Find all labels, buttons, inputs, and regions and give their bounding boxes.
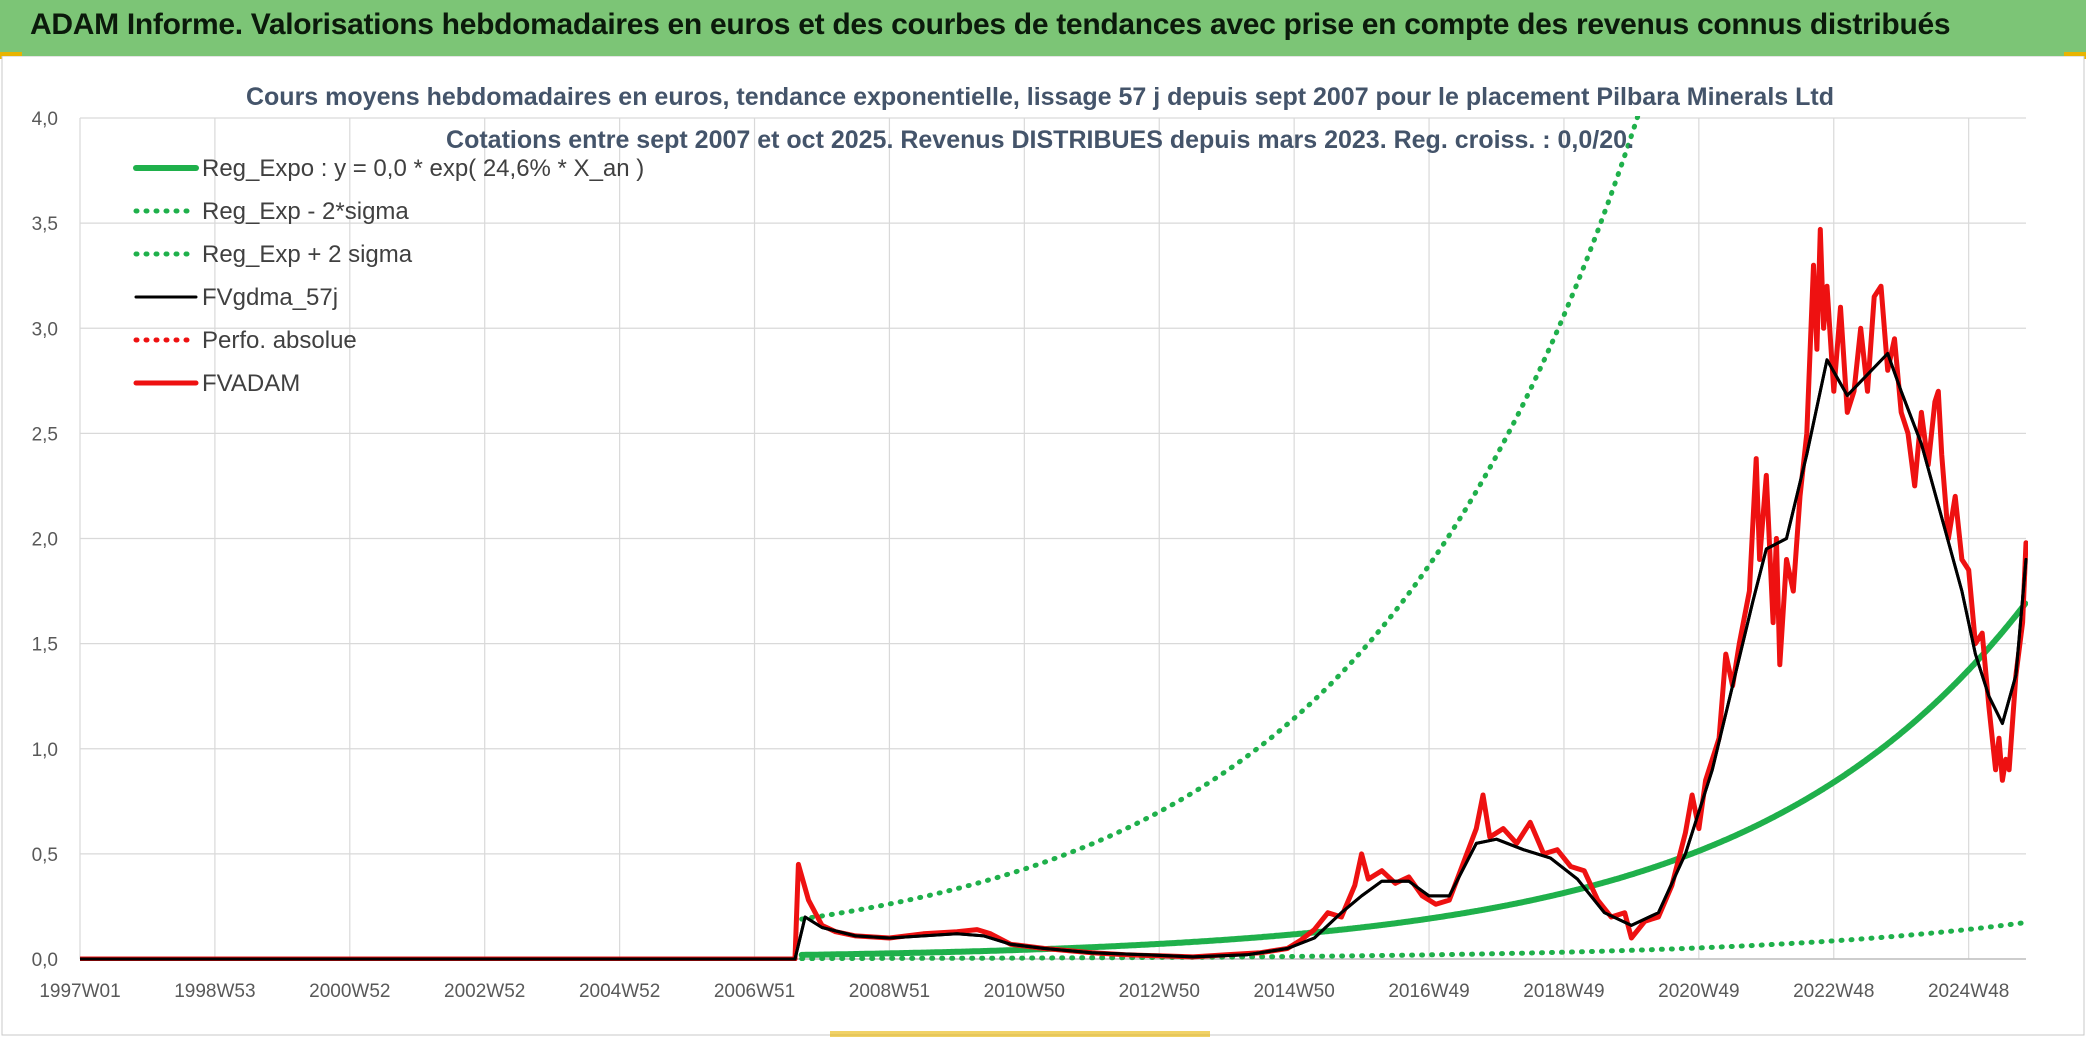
x-tick-label: 2018W49: [1523, 981, 1604, 1002]
legend-label: Reg_Exp - 2*sigma: [202, 198, 409, 225]
chart-title: Cours moyens hebdomadaires en euros, ten…: [246, 83, 1834, 111]
x-tick-label: 2006W51: [714, 981, 795, 1002]
y-tick-label: 4,0: [32, 109, 58, 130]
bottom-strip: [830, 1031, 1210, 1037]
y-tick-label: 2,5: [32, 424, 58, 445]
y-tick-label: 0,0: [32, 950, 58, 971]
y-axis-ticks: 0,0 0,5 1,0 1,5 2,0 2,5 3,0 3,5 4,0: [32, 109, 58, 971]
y-tick-label: 2,0: [32, 530, 58, 551]
series-line-1: [799, 920, 2028, 961]
y-tick-label: 3,5: [32, 214, 58, 235]
legend-label: Perfo. absolue: [202, 327, 357, 354]
x-tick-label: 2022W48: [1793, 981, 1874, 1002]
chart-area: [1, 55, 2085, 1036]
x-tick-label: 2020W49: [1658, 981, 1739, 1002]
legend-label: FVADAM: [202, 370, 300, 397]
page-title: ADAM Informe. Valorisations hebdomadaire…: [30, 8, 1951, 41]
x-tick-label: 2012W50: [1119, 981, 1200, 1002]
chart-frame: 0,0 0,5 1,0 1,5 2,0 2,5 3,0 3,5 4,0 1997W01 1998W…: [0, 55, 2086, 1037]
chart-subtitle: Cotations entre sept 2007 et oct 2025. R…: [446, 126, 1634, 154]
header-banner: ADAM Informe. Valorisations hebdomadaire…: [0, 0, 2086, 58]
y-tick-label: 3,0: [32, 319, 58, 340]
x-axis-ticks: 1997W01 1998W53 2000W52 2002W52 2004W52 2006W…: [39, 981, 2009, 1002]
chart: 0,0 0,5 1,0 1,5 2,0 2,5 3,0 3,5 4,0 1997W01 1998W…: [1, 55, 2085, 1036]
legend-label: FVgdma_57j: [202, 284, 338, 311]
chart-titles: Cours moyens hebdomadaires en euros, ten…: [246, 83, 1834, 154]
x-tick-label: 2000W52: [309, 981, 390, 1002]
legend-label: Reg_Exp + 2 sigma: [202, 241, 413, 268]
series-group: [80, 116, 2028, 961]
legend: Reg_Expo : y = 0,0 * exp( 24,6% * X_an )…: [133, 155, 644, 397]
x-tick-label: 2002W52: [444, 981, 525, 1002]
x-tick-label: 1997W01: [39, 981, 120, 1002]
y-tick-label: 1,5: [32, 635, 58, 656]
x-tick-label: 2014W50: [1253, 981, 1334, 1002]
x-tick-label: 1998W53: [174, 981, 255, 1002]
series-line-0: [798, 600, 2028, 958]
y-tick-label: 0,5: [32, 845, 58, 866]
x-tick-label: 2010W50: [984, 981, 1065, 1002]
series-line-2: [799, 116, 1641, 922]
y-tick-label: 1,0: [32, 740, 58, 761]
series-line-3: [80, 352, 2028, 961]
x-tick-label: 2016W49: [1388, 981, 1469, 1002]
legend-label: Reg_Expo : y = 0,0 * exp( 24,6% * X_an ): [202, 155, 644, 182]
x-tick-label: 2004W52: [579, 981, 660, 1002]
x-tick-label: 2024W48: [1928, 981, 2009, 1002]
x-tick-label: 2008W51: [849, 981, 930, 1002]
